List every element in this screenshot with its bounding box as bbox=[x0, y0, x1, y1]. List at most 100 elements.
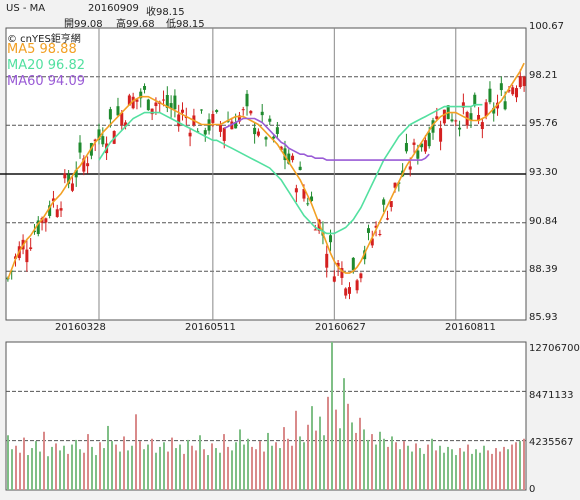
candle-body bbox=[458, 127, 462, 130]
volume-bar bbox=[231, 450, 233, 490]
volume-bar bbox=[491, 453, 493, 490]
legend-ma60: MA60 94.09 bbox=[7, 74, 85, 89]
volume-bar bbox=[311, 406, 313, 490]
candle-body bbox=[218, 124, 222, 132]
legend-ma5: MA5 98.88 bbox=[7, 42, 77, 57]
candle-body bbox=[435, 116, 439, 120]
volume-bar bbox=[195, 450, 197, 490]
volume-bar bbox=[127, 450, 129, 490]
candle-body bbox=[461, 102, 465, 108]
volume-bar bbox=[23, 437, 25, 490]
candle-body bbox=[29, 247, 33, 249]
candle-body bbox=[48, 205, 52, 216]
volume-bar bbox=[35, 441, 37, 490]
volume-bar bbox=[279, 448, 281, 490]
ma60-line bbox=[223, 117, 430, 161]
volume-bar bbox=[251, 446, 253, 490]
candle-body bbox=[408, 166, 412, 170]
candle-body bbox=[82, 158, 86, 172]
volume-bar bbox=[79, 449, 81, 490]
volume-bar bbox=[383, 438, 385, 490]
x-tick-label: 20160811 bbox=[445, 322, 496, 333]
volume-bar bbox=[43, 431, 45, 490]
volume-bar bbox=[235, 442, 237, 490]
volume-bar bbox=[179, 444, 181, 490]
y-tick-label: 100.67 bbox=[529, 21, 564, 32]
volume-bar bbox=[355, 432, 357, 490]
candle-body bbox=[389, 201, 393, 208]
volume-bar bbox=[51, 446, 53, 490]
candle-body bbox=[78, 142, 82, 153]
candle-body bbox=[374, 225, 378, 228]
volume-bar bbox=[55, 443, 57, 490]
candle-body bbox=[404, 143, 408, 152]
candle-body bbox=[237, 115, 241, 122]
candle-body bbox=[139, 91, 143, 99]
volume-bar bbox=[495, 448, 497, 490]
candle-body bbox=[427, 132, 431, 147]
candle-body bbox=[67, 174, 71, 184]
candle-body bbox=[146, 99, 150, 111]
volume-bar bbox=[107, 425, 109, 490]
candle-body bbox=[188, 132, 192, 137]
volume-bar bbox=[63, 445, 65, 490]
volume-bar bbox=[379, 431, 381, 490]
volume-bar bbox=[507, 449, 509, 490]
volume-bar bbox=[139, 441, 141, 490]
candle-body bbox=[36, 220, 40, 234]
candle-body bbox=[120, 112, 124, 126]
y-tick-label: 90.84 bbox=[529, 216, 558, 227]
volume-bar bbox=[347, 403, 349, 490]
candle-body bbox=[298, 166, 302, 170]
candle-body bbox=[325, 253, 329, 268]
candle-body bbox=[473, 94, 477, 106]
volume-bar bbox=[7, 435, 9, 490]
volume-bar bbox=[371, 434, 373, 490]
volume-bar bbox=[375, 444, 377, 490]
volume-bar bbox=[75, 439, 77, 490]
candle-body bbox=[492, 107, 496, 114]
volume-bar bbox=[247, 438, 249, 490]
candle-body bbox=[131, 96, 135, 109]
candle-body bbox=[275, 127, 279, 134]
volume-bar bbox=[91, 446, 93, 490]
y-tick-label: 88.39 bbox=[529, 264, 558, 275]
volume-bar bbox=[239, 429, 241, 490]
candle-body bbox=[420, 143, 424, 148]
volume-bar bbox=[511, 444, 513, 490]
candle-body bbox=[294, 188, 298, 193]
volume-bar bbox=[259, 441, 261, 490]
volume-bar bbox=[267, 432, 269, 490]
candle-body bbox=[74, 169, 78, 178]
volume-bar bbox=[135, 414, 137, 490]
volume-bar bbox=[95, 455, 97, 490]
candle-body bbox=[162, 99, 166, 101]
volume-bar bbox=[295, 410, 297, 490]
candle-body bbox=[348, 287, 352, 294]
y-tick-label: 85.93 bbox=[529, 312, 558, 323]
candle-body bbox=[279, 146, 283, 150]
volume-bar bbox=[147, 444, 149, 490]
volume-bar bbox=[59, 450, 61, 490]
volume-bar bbox=[15, 445, 17, 490]
volume-bar bbox=[71, 444, 73, 490]
candle-body bbox=[416, 150, 420, 159]
candle-body bbox=[268, 118, 272, 122]
x-tick-label: 20160328 bbox=[55, 322, 106, 333]
volume-bar bbox=[167, 451, 169, 490]
candle-body bbox=[442, 109, 446, 124]
volume-bar bbox=[19, 452, 21, 490]
volume-bar bbox=[455, 455, 457, 490]
candle-body bbox=[116, 106, 120, 116]
volume-bar bbox=[191, 445, 193, 490]
volume-bar bbox=[211, 443, 213, 490]
volume-bar bbox=[519, 441, 521, 490]
volume-bar bbox=[143, 449, 145, 490]
candle-body bbox=[366, 228, 370, 233]
candle-body bbox=[51, 198, 55, 202]
volume-bar bbox=[263, 451, 265, 490]
candle-body bbox=[101, 136, 105, 145]
volume-bar bbox=[283, 427, 285, 490]
candle-body bbox=[215, 110, 219, 112]
